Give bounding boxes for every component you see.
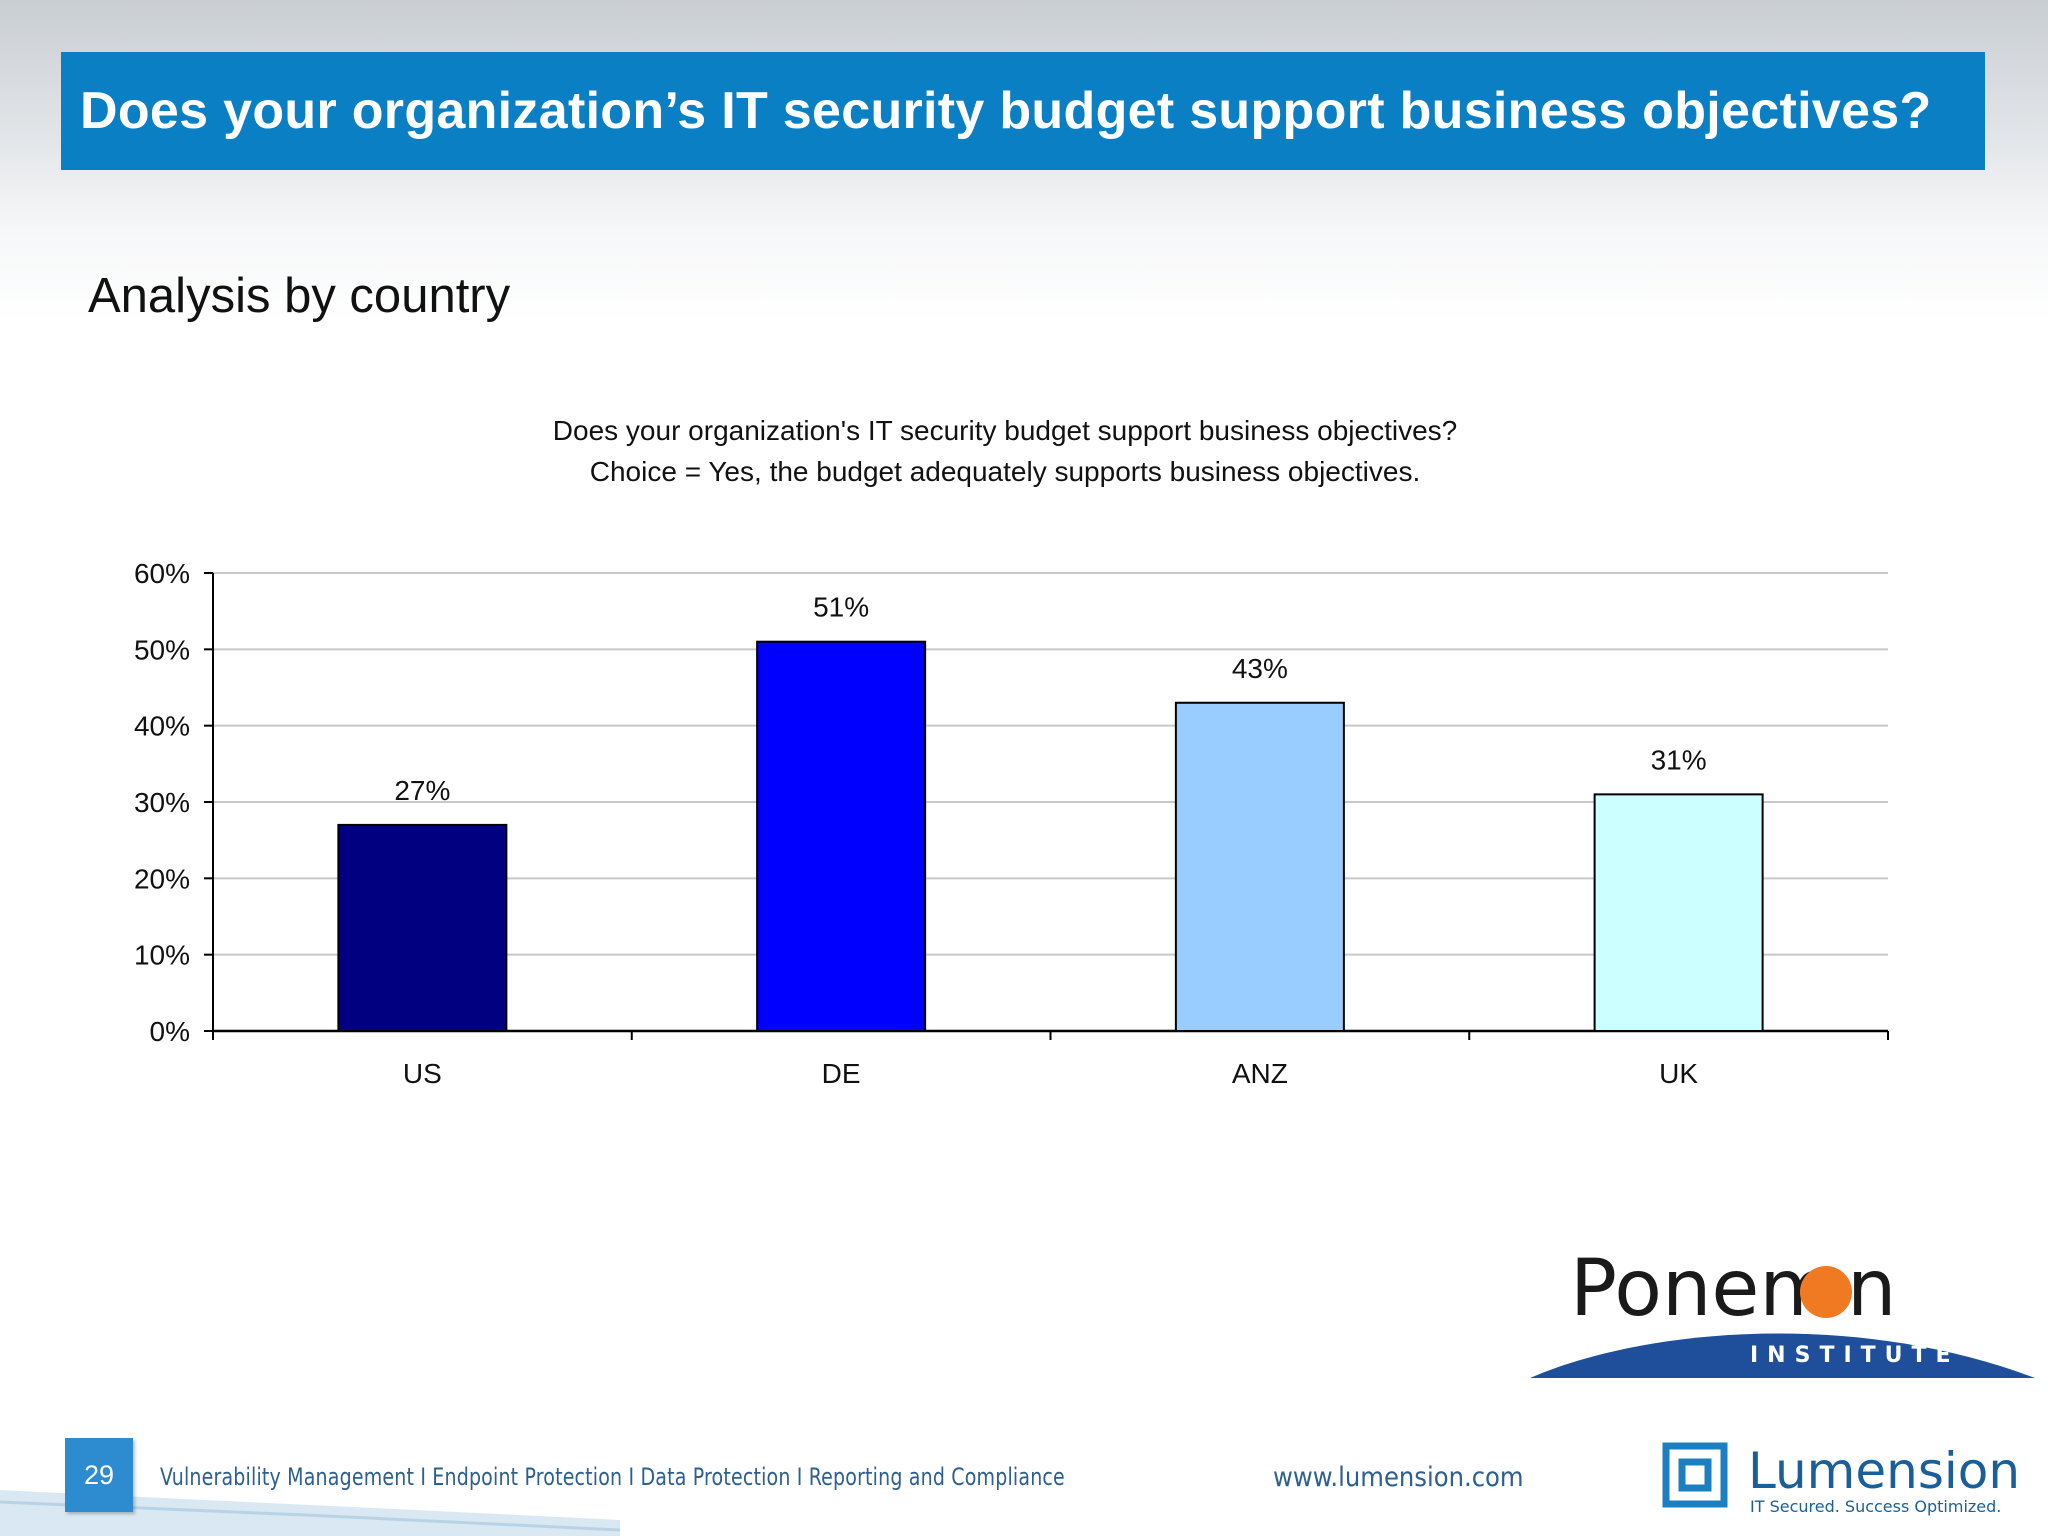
bar-us bbox=[337, 823, 508, 1033]
y-tick-label: 50% bbox=[134, 634, 190, 665]
title-bar: Does your organization’s IT security bud… bbox=[61, 52, 1985, 170]
y-tick-label: 30% bbox=[134, 787, 190, 818]
ponemon-swoosh-icon bbox=[1530, 1333, 2035, 1378]
x-tick-label: ANZ bbox=[1232, 1058, 1288, 1089]
data-label: 27% bbox=[394, 775, 450, 806]
lumension-tagline: IT Secured. Success Optimized. bbox=[1750, 1497, 2001, 1516]
y-tick-label: 40% bbox=[134, 711, 190, 742]
x-tick-label: UK bbox=[1659, 1058, 1698, 1089]
lumension-logo: Lumension IT Secured. Success Optimized. bbox=[1662, 1442, 2020, 1516]
lumension-wordmark: Lumension bbox=[1748, 1442, 2020, 1500]
data-label: 43% bbox=[1232, 653, 1288, 684]
y-tick-label: 10% bbox=[134, 940, 190, 971]
ponemon-logo: Ponem n INSTITUTE bbox=[1530, 1244, 2035, 1378]
ponemon-institute: INSTITUTE bbox=[1750, 1343, 1960, 1368]
bar-anz bbox=[1174, 701, 1345, 1032]
chart-subtitle: Choice = Yes, the budget adequately supp… bbox=[589, 456, 1421, 487]
data-label: 51% bbox=[813, 592, 869, 623]
slide-subtitle: Analysis by country bbox=[88, 269, 511, 323]
y-tick-label: 0% bbox=[150, 1016, 190, 1047]
chart-title: Does your organization's IT security bud… bbox=[552, 415, 1458, 446]
ponemon-wordmark: Ponem bbox=[1570, 1244, 1835, 1334]
footer-url[interactable]: www.lumension.com bbox=[1273, 1462, 1524, 1493]
slide-title: Does your organization’s IT security bud… bbox=[80, 82, 1932, 140]
lumension-mark-icon bbox=[1662, 1442, 1728, 1508]
bar-uk bbox=[1593, 793, 1764, 1032]
data-label: 31% bbox=[1651, 744, 1707, 775]
bar-chart: 0% 10% 20% 30% 40% 50% 60% 27% US 51% DE 43% ANZ 31% U… bbox=[134, 558, 1889, 1089]
footer-tagline: Vulnerability Management I Endpoint Prot… bbox=[160, 1463, 1065, 1491]
ponemon-dot-icon bbox=[1800, 1266, 1852, 1318]
y-tick-label: 60% bbox=[134, 558, 190, 589]
ponemon-wordmark-end: n bbox=[1847, 1244, 1896, 1334]
x-tick-label: US bbox=[403, 1058, 442, 1089]
bar-de bbox=[756, 640, 927, 1032]
page-number: 29 bbox=[65, 1438, 133, 1512]
x-tick-label: DE bbox=[822, 1058, 861, 1089]
y-tick-label: 20% bbox=[134, 863, 190, 894]
